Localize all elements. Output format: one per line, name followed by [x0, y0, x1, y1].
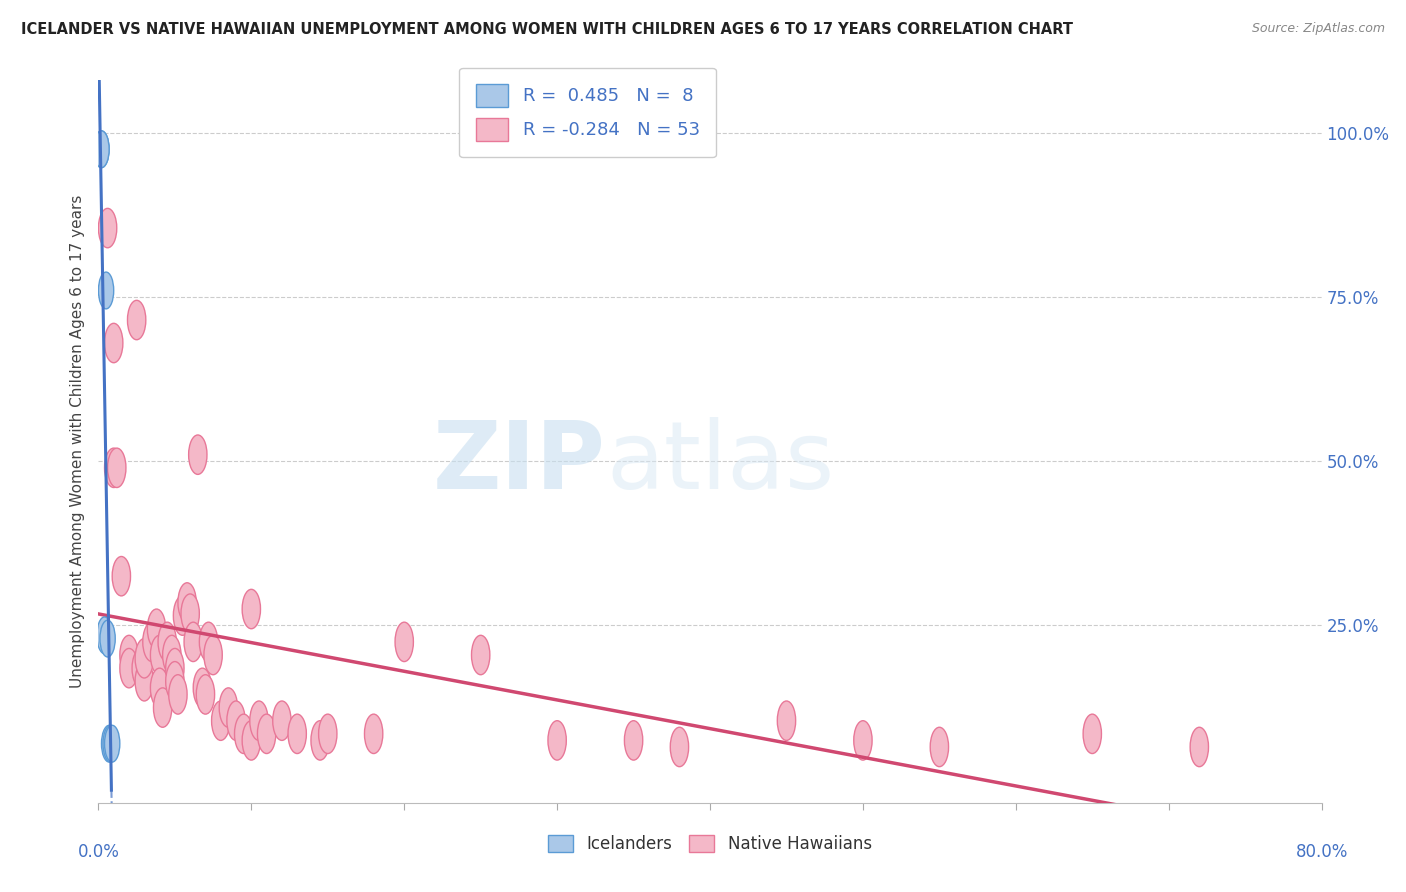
- Ellipse shape: [364, 714, 382, 754]
- Ellipse shape: [184, 623, 202, 662]
- Ellipse shape: [163, 635, 181, 674]
- Ellipse shape: [98, 209, 117, 248]
- Ellipse shape: [197, 674, 215, 714]
- Ellipse shape: [778, 701, 796, 740]
- Ellipse shape: [157, 623, 176, 662]
- Ellipse shape: [273, 701, 291, 740]
- Legend: Icelanders, Native Hawaiians: Icelanders, Native Hawaiians: [541, 828, 879, 860]
- Ellipse shape: [257, 714, 276, 754]
- Ellipse shape: [166, 648, 184, 688]
- Ellipse shape: [104, 725, 120, 762]
- Ellipse shape: [112, 557, 131, 596]
- Text: 80.0%: 80.0%: [1295, 843, 1348, 861]
- Ellipse shape: [219, 688, 238, 727]
- Ellipse shape: [624, 721, 643, 760]
- Ellipse shape: [200, 623, 218, 662]
- Ellipse shape: [1189, 727, 1209, 767]
- Ellipse shape: [395, 623, 413, 662]
- Ellipse shape: [104, 323, 122, 363]
- Ellipse shape: [132, 648, 150, 688]
- Ellipse shape: [100, 620, 115, 657]
- Text: 0.0%: 0.0%: [77, 843, 120, 861]
- Ellipse shape: [242, 721, 260, 760]
- Ellipse shape: [193, 668, 211, 707]
- Ellipse shape: [135, 639, 153, 678]
- Ellipse shape: [101, 725, 117, 762]
- Ellipse shape: [169, 674, 187, 714]
- Ellipse shape: [150, 635, 169, 674]
- Ellipse shape: [128, 301, 146, 340]
- Ellipse shape: [120, 635, 138, 674]
- Ellipse shape: [97, 617, 112, 654]
- Ellipse shape: [181, 594, 200, 633]
- Ellipse shape: [211, 701, 231, 740]
- Ellipse shape: [250, 701, 269, 740]
- Ellipse shape: [148, 609, 166, 648]
- Ellipse shape: [179, 582, 197, 623]
- Ellipse shape: [288, 714, 307, 754]
- Text: atlas: atlas: [606, 417, 834, 509]
- Ellipse shape: [242, 590, 260, 629]
- Ellipse shape: [188, 435, 207, 475]
- Ellipse shape: [103, 725, 118, 762]
- Text: ICELANDER VS NATIVE HAWAIIAN UNEMPLOYMENT AMONG WOMEN WITH CHILDREN AGES 6 TO 17: ICELANDER VS NATIVE HAWAIIAN UNEMPLOYMEN…: [21, 22, 1073, 37]
- Ellipse shape: [104, 448, 122, 488]
- Ellipse shape: [931, 727, 949, 767]
- Ellipse shape: [311, 721, 329, 760]
- Ellipse shape: [226, 701, 245, 740]
- Ellipse shape: [235, 714, 253, 754]
- Ellipse shape: [671, 727, 689, 767]
- Ellipse shape: [548, 721, 567, 760]
- Ellipse shape: [1083, 714, 1101, 754]
- Ellipse shape: [204, 635, 222, 674]
- Ellipse shape: [98, 272, 114, 309]
- Ellipse shape: [94, 131, 110, 168]
- Ellipse shape: [143, 623, 162, 662]
- Ellipse shape: [135, 662, 153, 701]
- Ellipse shape: [853, 721, 872, 760]
- Ellipse shape: [153, 688, 172, 727]
- Text: Source: ZipAtlas.com: Source: ZipAtlas.com: [1251, 22, 1385, 36]
- Text: ZIP: ZIP: [433, 417, 606, 509]
- Ellipse shape: [94, 131, 110, 168]
- Y-axis label: Unemployment Among Women with Children Ages 6 to 17 years: Unemployment Among Women with Children A…: [69, 194, 84, 689]
- Ellipse shape: [173, 596, 191, 635]
- Ellipse shape: [108, 448, 127, 488]
- Ellipse shape: [471, 635, 489, 674]
- Ellipse shape: [166, 662, 184, 701]
- Ellipse shape: [150, 668, 169, 707]
- Ellipse shape: [319, 714, 337, 754]
- Ellipse shape: [120, 648, 138, 688]
